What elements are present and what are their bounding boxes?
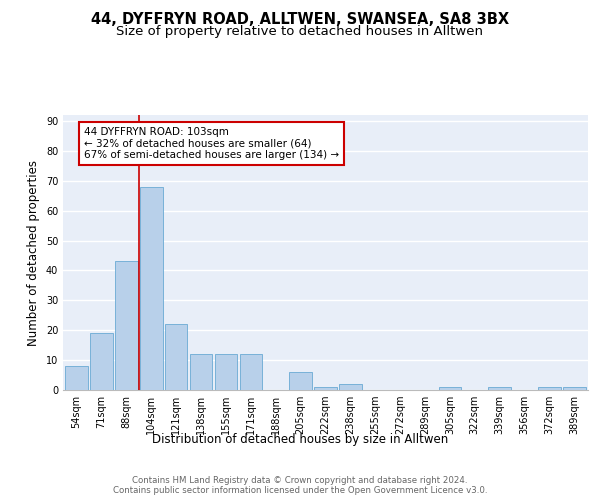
Text: Contains HM Land Registry data © Crown copyright and database right 2024.
Contai: Contains HM Land Registry data © Crown c… [113, 476, 487, 495]
Text: Distribution of detached houses by size in Alltwen: Distribution of detached houses by size … [152, 432, 448, 446]
Bar [239, 354, 262, 390]
Text: Size of property relative to detached houses in Alltwen: Size of property relative to detached ho… [116, 25, 484, 38]
Y-axis label: Number of detached properties: Number of detached properties [27, 160, 40, 346]
Text: 44, DYFFRYN ROAD, ALLTWEN, SWANSEA, SA8 3BX: 44, DYFFRYN ROAD, ALLTWEN, SWANSEA, SA8 … [91, 12, 509, 28]
Bar [314, 387, 337, 390]
Bar [339, 384, 362, 390]
Bar [538, 387, 560, 390]
Bar [563, 387, 586, 390]
Bar [289, 372, 312, 390]
Bar [91, 333, 113, 390]
Bar [439, 387, 461, 390]
Text: 44 DYFFRYN ROAD: 103sqm
← 32% of detached houses are smaller (64)
67% of semi-de: 44 DYFFRYN ROAD: 103sqm ← 32% of detache… [84, 127, 339, 160]
Bar [215, 354, 237, 390]
Bar [65, 366, 88, 390]
Bar [488, 387, 511, 390]
Bar [190, 354, 212, 390]
Bar [165, 324, 187, 390]
Bar [115, 262, 137, 390]
Bar [140, 186, 163, 390]
